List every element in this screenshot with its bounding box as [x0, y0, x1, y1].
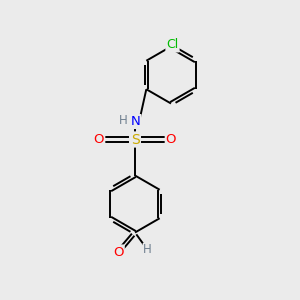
Text: S: S: [130, 133, 140, 146]
Text: O: O: [166, 133, 176, 146]
Text: H: H: [119, 113, 128, 127]
Text: O: O: [94, 133, 104, 146]
Text: N: N: [131, 115, 140, 128]
Text: O: O: [113, 245, 124, 259]
Text: H: H: [143, 243, 152, 256]
Text: Cl: Cl: [167, 38, 178, 52]
